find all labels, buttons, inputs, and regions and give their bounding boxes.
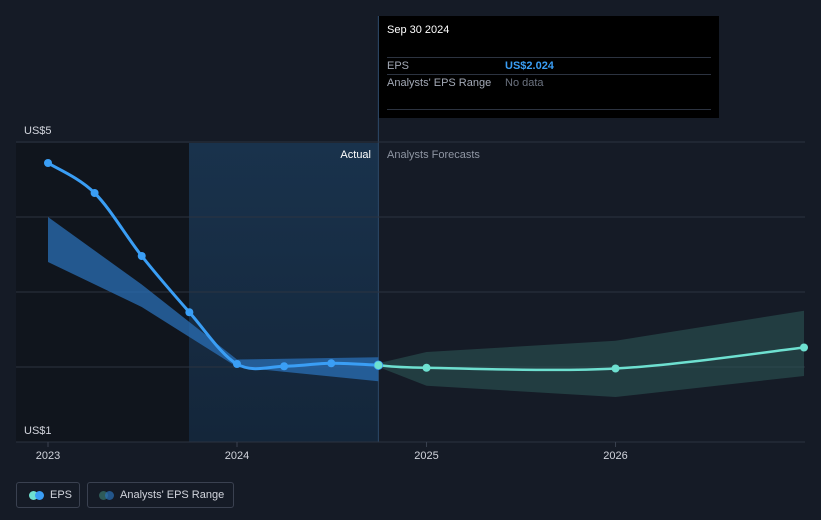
forecast-point-2 [611, 364, 620, 373]
eps-swatch-icon [29, 491, 38, 500]
eps-point-4 [233, 360, 241, 368]
eps-point-5 [280, 362, 289, 371]
hover-tooltip: Sep 30 2024 EPS US$2.024 Analysts' EPS R… [379, 16, 719, 118]
y-label-bottom: US$1 [24, 425, 52, 437]
eps-point-6 [327, 359, 336, 368]
tooltip-range-row: Analysts' EPS Range No data [387, 74, 711, 92]
tooltip-range-value: No data [505, 77, 544, 89]
legend-range-label: Analysts' EPS Range [120, 489, 225, 501]
series-lines [46, 161, 806, 372]
series-line-0 [46, 161, 380, 371]
tooltip-range-label: Analysts' EPS Range [387, 77, 492, 89]
range-swatch-icon [99, 491, 108, 500]
x-tick-label-2023: 2023 [36, 450, 60, 462]
series-line-1 [377, 346, 806, 372]
x-axis-ticks: 2023 2024 2025 2026 [36, 442, 628, 462]
legend-eps-label: EPS [50, 489, 73, 501]
chart-background [16, 16, 379, 442]
x-tick-label-2026: 2026 [603, 450, 627, 462]
eps-point-2 [137, 252, 146, 260]
range-area-1 [378, 310, 804, 397]
eps-swatch-icon-2 [35, 491, 44, 500]
region-label-actual: Actual [340, 149, 371, 161]
x-tick-label-2025: 2025 [414, 450, 438, 462]
legend-item-range[interactable]: Analysts' EPS Range [87, 482, 234, 508]
tooltip-eps-value: US$2.024 [505, 60, 554, 72]
forecast-point-1 [422, 363, 431, 372]
legend-item-eps[interactable]: EPS [16, 482, 80, 508]
forecast-point-3 [800, 343, 808, 352]
tooltip-eps-row: EPS US$2.024 [387, 57, 711, 75]
series-points [44, 159, 808, 373]
eps-point-0 [44, 159, 52, 167]
tooltip-divider [387, 109, 711, 110]
eps-point-1 [90, 189, 99, 197]
x-tick-label-2024: 2024 [225, 450, 249, 462]
forecast-point-0 [374, 361, 383, 370]
y-label-top: US$5 [24, 125, 52, 137]
range-swatch-icon-2 [105, 491, 114, 500]
eps-point-3 [185, 308, 194, 317]
tooltip-eps-label: EPS [387, 60, 410, 72]
region-label-forecast: Analysts Forecasts [387, 149, 480, 161]
tooltip-date: Sep 30 2024 [387, 24, 450, 36]
